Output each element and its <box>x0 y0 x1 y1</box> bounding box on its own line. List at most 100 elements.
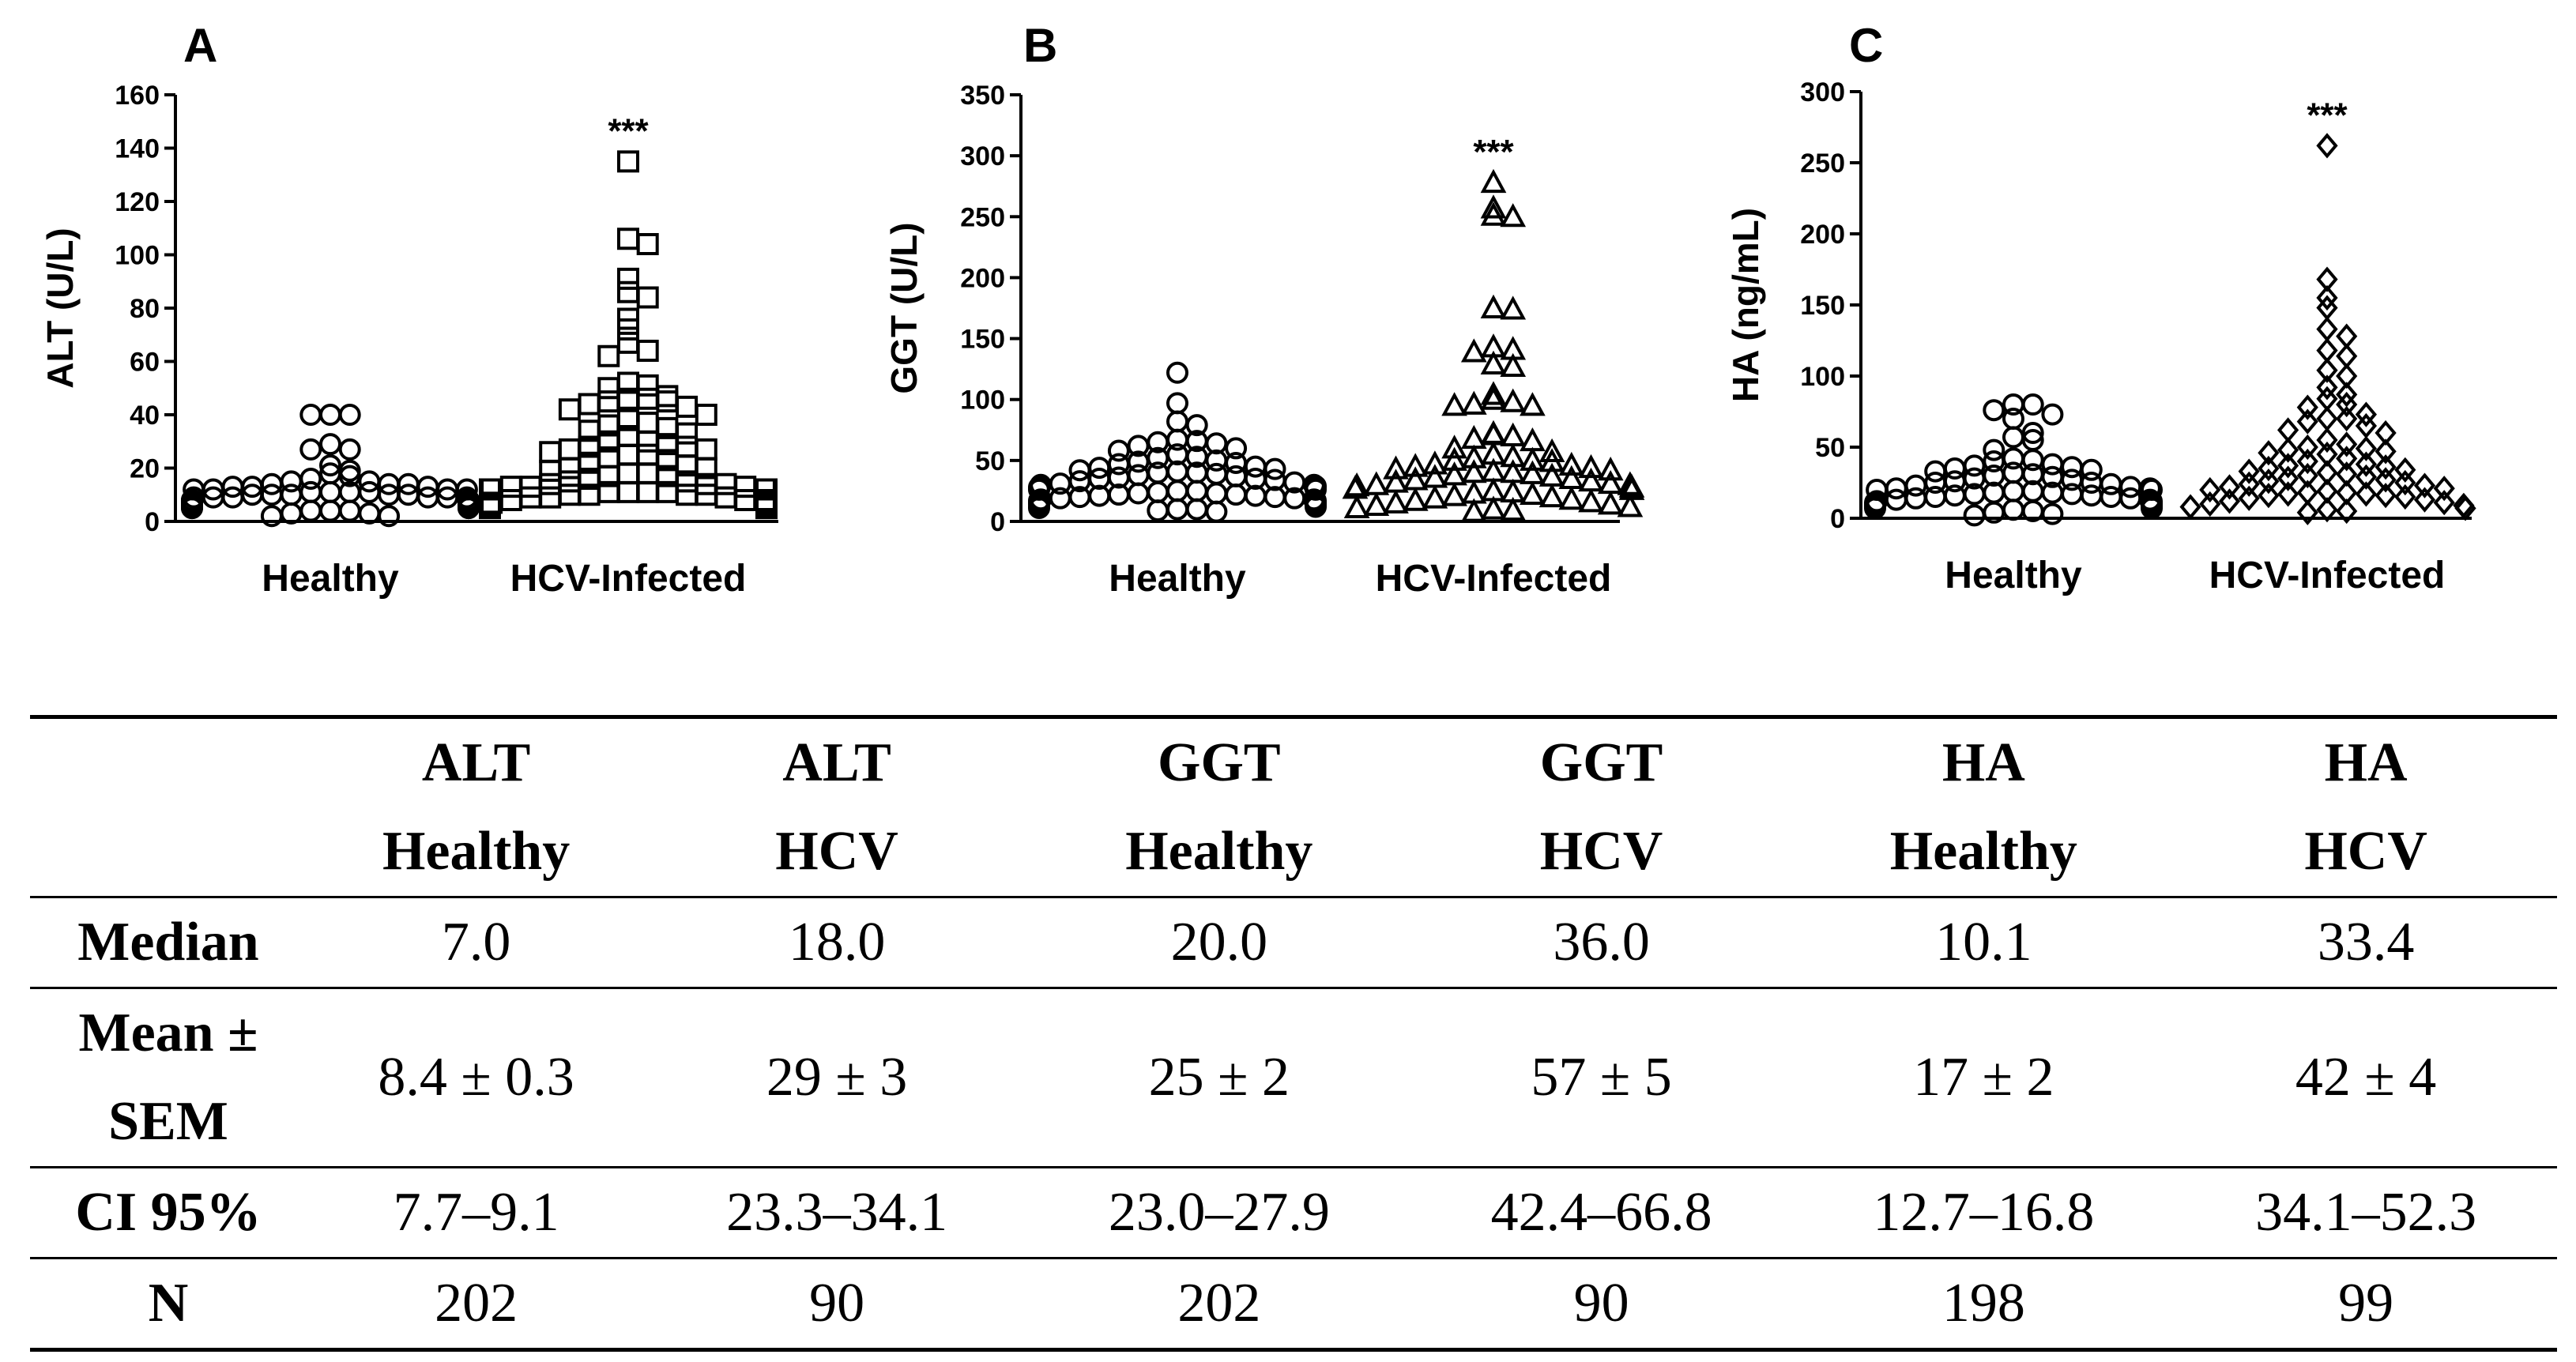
data-point-diamond <box>2277 453 2299 479</box>
data-point-triangle <box>1460 424 1487 450</box>
data-point-circle <box>1127 464 1150 487</box>
column-header: ALT Healthy <box>382 732 571 882</box>
data-point-triangle <box>1520 446 1546 471</box>
data-point-diamond <box>2336 405 2358 432</box>
data-point-triangle <box>1343 494 1370 519</box>
data-point-square <box>656 390 679 413</box>
data-point-diamond <box>2238 458 2260 484</box>
data-point-circle <box>1166 498 1188 521</box>
data-point-diamond <box>2218 474 2241 500</box>
data-point-circle <box>319 404 341 426</box>
table-row-median: Median 7.0 18.0 20.0 36.0 10.1 33.4 <box>30 897 2557 988</box>
data-point-diamond <box>2336 382 2358 408</box>
data-point-circle <box>378 505 401 528</box>
data-point-square <box>617 228 639 250</box>
significance-marker: *** <box>1473 133 1514 171</box>
y-tick-label: 150 <box>1800 291 1845 321</box>
y-tick-label: 300 <box>960 141 1005 171</box>
data-point-square <box>480 491 503 514</box>
data-point-diamond <box>2355 401 2378 427</box>
data-point-diamond <box>2336 431 2358 457</box>
data-point-diamond <box>2413 472 2436 499</box>
significance-marker: *** <box>2307 96 2348 134</box>
data-point-circle <box>2041 403 2064 426</box>
data-point-triangle <box>1383 489 1409 514</box>
data-point-diamond <box>2413 487 2436 513</box>
x-category-label: HCV-Infected <box>2209 555 2446 596</box>
data-point-diamond <box>2355 481 2378 507</box>
data-point-circle <box>1028 497 1050 520</box>
y-tick-label: 40 <box>130 401 160 431</box>
data-point-square <box>695 457 717 480</box>
data-point-circle <box>1205 482 1228 505</box>
data-point-triangle <box>1480 194 1507 219</box>
data-point-square <box>558 470 581 493</box>
table-cell: 20.0 <box>1170 912 1268 973</box>
data-point-triangle <box>1460 498 1487 522</box>
data-point-diamond <box>2258 468 2280 495</box>
y-axis-label: GGT (U/L) <box>883 222 925 393</box>
data-point-circle <box>2002 480 2024 502</box>
data-point-square <box>539 486 562 509</box>
row-label: N <box>148 1273 189 1334</box>
data-point-square <box>617 280 639 303</box>
table-cell: 202 <box>435 1273 518 1334</box>
data-point-circle <box>299 480 322 503</box>
data-point-circle <box>2002 426 2024 449</box>
data-point-circle <box>2002 461 2024 484</box>
data-point-diamond <box>2316 427 2338 453</box>
x-category-label: HCV-Infected <box>1376 558 1612 600</box>
data-point-circle <box>319 454 341 477</box>
data-point-square <box>676 483 699 506</box>
data-point-circle <box>1924 460 1947 483</box>
y-tick-label: 200 <box>1800 220 1845 250</box>
data-point-triangle <box>1578 488 1604 513</box>
data-point-circle <box>2061 483 2084 506</box>
y-axis-label: HA (ng/mL) <box>1725 208 1766 402</box>
data-point-square <box>636 430 659 453</box>
data-point-triangle <box>1441 446 1467 471</box>
data-point-diamond <box>2238 471 2260 497</box>
x-category-label: Healthy <box>1945 555 2082 596</box>
data-point-circle <box>299 438 322 461</box>
data-point-triangle <box>1578 453 1604 479</box>
data-point-diamond <box>2394 483 2416 510</box>
data-point-circle <box>1127 435 1150 457</box>
data-point-circle <box>1983 399 2005 422</box>
data-point-diamond <box>2258 455 2280 482</box>
data-point-square <box>597 344 620 367</box>
data-point-square <box>558 483 581 506</box>
data-point-square <box>617 331 639 354</box>
data-point-diamond <box>2296 408 2318 435</box>
data-point-diamond <box>2336 446 2358 472</box>
data-point-square <box>636 286 659 309</box>
table-cell: 23.0–27.9 <box>1108 1182 1330 1243</box>
data-point-diamond <box>2296 499 2318 525</box>
table-cell: 42 ± 4 <box>2295 1047 2437 1108</box>
table-cell: 90 <box>809 1273 865 1334</box>
data-point-square <box>578 393 601 416</box>
data-point-circle <box>1924 486 1947 508</box>
x-category-label: Healthy <box>262 558 399 600</box>
data-point-triangle <box>1558 451 1585 476</box>
data-point-triangle <box>1480 386 1507 410</box>
data-point-circle <box>2041 502 2064 525</box>
data-point-diamond <box>2394 469 2416 496</box>
table-cell: 34.1–52.3 <box>2255 1182 2477 1243</box>
data-point-diamond <box>2336 343 2358 369</box>
data-point-circle <box>338 499 361 522</box>
data-point-diamond <box>2179 494 2201 520</box>
table-cell: 90 <box>1573 1273 1629 1334</box>
data-point-diamond <box>2277 465 2299 491</box>
data-point-diamond <box>2375 438 2397 465</box>
column-header: GGT HCV <box>1539 732 1663 882</box>
data-point-square <box>714 472 737 495</box>
data-point-triangle <box>1500 352 1527 378</box>
data-point-circle <box>299 404 322 426</box>
data-point-circle <box>2002 499 2024 521</box>
data-point-triangle <box>1520 480 1546 506</box>
y-tick-label: 300 <box>1800 77 1845 107</box>
table-cell: 18.0 <box>788 912 886 973</box>
data-point-diamond <box>2277 481 2299 507</box>
data-point-diamond <box>2355 464 2378 490</box>
